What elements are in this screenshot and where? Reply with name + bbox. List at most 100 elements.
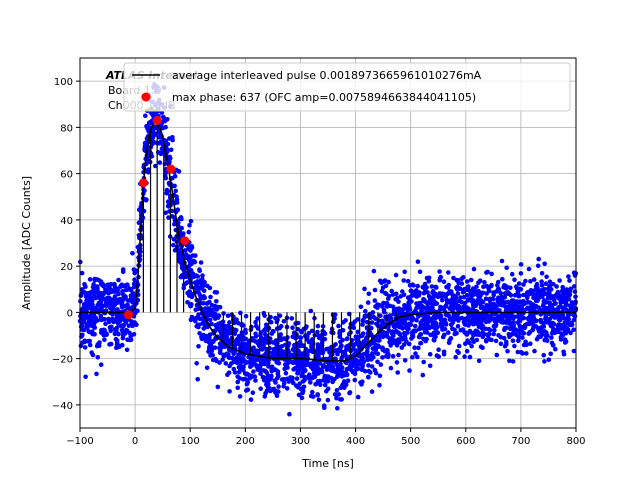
scatter-point	[426, 279, 432, 284]
scatter-point	[92, 317, 98, 323]
scatter-point	[417, 269, 423, 275]
scatter-point	[434, 301, 440, 306]
scatter-point	[520, 335, 525, 340]
scatter-point	[454, 316, 459, 322]
scatter-point	[411, 329, 416, 335]
scatter-point	[452, 327, 457, 333]
scatter-point	[403, 325, 409, 330]
scatter-point	[412, 323, 418, 329]
scatter-point	[385, 354, 391, 360]
scatter-point	[570, 301, 576, 307]
scatter-point	[313, 363, 318, 369]
scatter-point	[251, 369, 256, 374]
scatter-point	[296, 351, 301, 357]
scatter-point	[518, 271, 524, 276]
scatter-point	[515, 303, 520, 308]
scatter-point	[509, 271, 515, 277]
scatter-point	[501, 302, 506, 308]
scatter-point	[118, 284, 123, 290]
scatter-point	[355, 394, 361, 400]
scatter-point	[544, 274, 549, 280]
scatter-point	[468, 277, 474, 283]
scatter-point	[337, 330, 342, 336]
scatter-point	[120, 292, 126, 297]
scatter-point	[316, 397, 322, 403]
scatter-point	[387, 303, 393, 309]
scatter-point	[368, 370, 373, 375]
scatter-point	[414, 301, 419, 306]
scatter-point	[237, 394, 243, 399]
scatter-point	[106, 285, 112, 291]
scatter-point	[464, 287, 469, 293]
max-phase-point	[180, 236, 190, 246]
scatter-point	[326, 356, 332, 362]
scatter-point	[536, 296, 541, 302]
scatter-point	[366, 291, 372, 297]
scatter-point	[510, 338, 516, 344]
scatter-point	[420, 372, 426, 378]
scatter-point	[167, 136, 172, 141]
scatter-point	[291, 380, 296, 386]
scatter-point	[373, 316, 378, 321]
scatter-point	[474, 312, 480, 318]
scatter-point	[91, 287, 97, 292]
scatter-point	[336, 347, 342, 353]
scatter-point	[498, 299, 504, 305]
scatter-point	[549, 335, 554, 340]
scatter-point	[276, 389, 281, 394]
scatter-point	[464, 332, 470, 337]
scatter-point	[307, 372, 312, 378]
scatter-point	[310, 389, 315, 395]
scatter-point	[535, 326, 541, 331]
scatter-point	[353, 334, 359, 340]
scatter-point	[318, 382, 323, 388]
scatter-point	[528, 341, 533, 347]
scatter-point	[528, 288, 534, 293]
scatter-point	[546, 357, 552, 363]
scatter-point	[464, 279, 470, 284]
scatter-point	[197, 267, 202, 272]
scatter-point	[393, 272, 399, 278]
scatter-point	[242, 371, 248, 376]
scatter-point	[459, 300, 465, 305]
scatter-point	[106, 316, 111, 322]
scatter-point	[462, 321, 468, 327]
scatter-point	[90, 329, 95, 334]
scatter-point	[228, 324, 233, 330]
scatter-point	[382, 278, 388, 283]
scatter-point	[392, 338, 398, 344]
scatter-point	[126, 323, 132, 329]
scatter-point	[567, 278, 572, 283]
scatter-point	[436, 347, 441, 353]
scatter-point	[236, 320, 241, 326]
scatter-point	[355, 363, 360, 369]
scatter-point	[405, 278, 411, 284]
scatter-point	[268, 319, 274, 325]
scatter-point	[362, 286, 367, 292]
scatter-point	[516, 335, 521, 340]
scatter-point	[218, 345, 223, 350]
scatter-point	[450, 295, 456, 301]
scatter-point	[381, 300, 386, 306]
scatter-point	[406, 300, 411, 306]
scatter-point	[241, 364, 246, 370]
scatter-point	[296, 392, 302, 398]
scatter-point	[184, 252, 189, 257]
scatter-point	[516, 319, 521, 324]
scatter-point	[412, 345, 417, 351]
scatter-point	[512, 277, 517, 283]
scatter-point	[336, 323, 341, 329]
scatter-point	[259, 347, 265, 352]
scatter-point	[340, 369, 346, 375]
scatter-point	[314, 349, 319, 354]
scatter-point	[451, 306, 457, 311]
scatter-point	[438, 304, 443, 310]
scatter-point	[245, 342, 250, 347]
scatter-point	[352, 371, 358, 377]
scatter-point	[386, 328, 392, 333]
scatter-point	[522, 325, 527, 331]
scatter-point	[478, 320, 484, 326]
scatter-point	[483, 319, 489, 325]
scatter-point	[225, 313, 231, 319]
scatter-point	[499, 315, 505, 321]
